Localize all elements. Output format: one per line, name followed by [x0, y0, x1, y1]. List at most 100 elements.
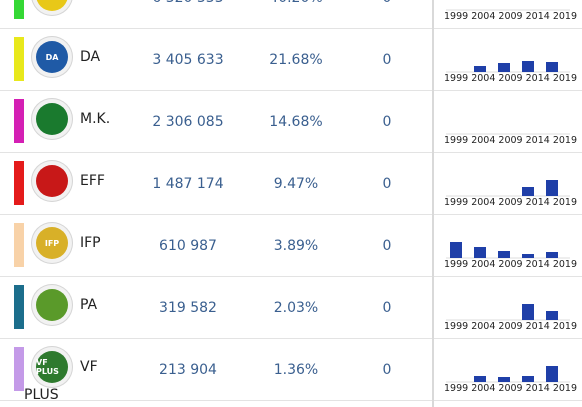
votes-value: 3 405 633: [152, 52, 224, 68]
party-logo-emblem: IFP: [36, 227, 68, 259]
year-label: 1999: [444, 135, 472, 146]
percentage-value: 40.20%: [258, 0, 334, 6]
history-year-labels: 1999 2004 2009 2014 2019: [444, 321, 577, 332]
history-sparkline: [446, 9, 570, 11]
history-bar-2004: [474, 376, 486, 382]
seats-value: 0: [382, 362, 392, 378]
history-year-labels: 1999 2004 2009 2014 2019: [444, 73, 577, 84]
history-sparkline: [446, 366, 570, 383]
seats-value: 0: [382, 238, 392, 254]
party-logo-emblem: [36, 289, 68, 321]
party-logo: DA: [31, 36, 73, 78]
party-color-bar: [14, 37, 24, 81]
year-label: 2004: [471, 259, 499, 270]
percentage-value: 2.03%: [273, 300, 319, 316]
history-sparkline: [446, 180, 570, 197]
year-label: 2014: [525, 11, 553, 22]
year-label: 1999: [444, 11, 472, 22]
history-bar-2019: [546, 311, 558, 320]
history-bar-2019: [546, 180, 558, 196]
history-year-labels: 1999 2004 2009 2014 2019: [444, 135, 577, 146]
votes-value: 213 904: [159, 362, 217, 378]
party-logo-emblem: DA: [36, 41, 68, 73]
year-label: 2009: [498, 259, 526, 270]
party-name-line2: PLUS: [24, 387, 59, 403]
year-label: 2019: [552, 73, 577, 84]
votes-value: 319 582: [159, 300, 217, 316]
year-label: 2014: [525, 321, 553, 332]
history-bar-2009: [498, 377, 510, 382]
party-name[interactable]: M.K.: [80, 111, 111, 127]
year-label: 1999: [444, 321, 472, 332]
party-logo: [31, 160, 73, 202]
party-logo: [31, 98, 73, 140]
seats-value: 0: [372, 0, 402, 6]
year-label: 2019: [552, 383, 577, 394]
year-label: 2004: [471, 11, 499, 22]
year-label: 2009: [498, 197, 526, 208]
party-color-bar: [14, 347, 24, 391]
seats-value: 0: [382, 176, 392, 192]
history-bar-2014: [522, 187, 534, 196]
history-bar-2014: [522, 254, 534, 258]
history-year-labels: 1999 2004 2009 2014 2019: [444, 259, 577, 270]
votes-value: 1 487 174: [152, 176, 224, 192]
party-logo: [31, 0, 73, 16]
column-divider: [432, 0, 434, 407]
party-row[interactable]: IFP IFP 610 987 3.89% 0 1999 2004 2009 2014 2…: [0, 214, 582, 277]
history-bar-2014: [522, 61, 534, 72]
year-label: 2014: [525, 73, 553, 84]
year-label: 2004: [471, 197, 499, 208]
history-sparkline: [446, 133, 570, 135]
party-logo-emblem: [36, 165, 68, 197]
year-label: 2019: [552, 259, 577, 270]
party-row[interactable]: VF PLUS VF PLUS 213 904 1.36% 0 1999 2004 2009…: [0, 338, 582, 403]
year-label: 2009: [498, 11, 526, 22]
party-name[interactable]: IFP: [80, 235, 101, 251]
history-bar-2009: [498, 251, 510, 258]
party-logo: VF PLUS: [31, 346, 73, 388]
history-bar-2004: [474, 66, 486, 72]
party-row[interactable]: EFF 1 487 174 9.47% 0 1999 2004 2009 2014 20…: [0, 152, 582, 215]
seats-value: 0: [382, 114, 392, 130]
party-color-bar: [14, 0, 24, 19]
votes-value: 2 306 085: [152, 114, 224, 130]
year-label: 2014: [525, 135, 553, 146]
party-row[interactable]: DA DA 3 405 633 21.68% 0 1999 2004 2009 2014 …: [0, 28, 582, 91]
votes-value: 610 987: [159, 238, 217, 254]
history-bar-2014: [522, 304, 534, 320]
party-row[interactable]: 6 320 333 40.20% 0 1999 2004 2009 2014 2019: [0, 0, 582, 29]
history-bar-2019: [546, 366, 558, 382]
year-label: 1999: [444, 383, 472, 394]
history-sparkline: [446, 242, 570, 259]
percentage-value: 3.89%: [273, 238, 319, 254]
history-sparkline: [446, 304, 570, 321]
party-color-bar: [14, 223, 24, 267]
year-label: 2004: [471, 73, 499, 84]
history-year-labels: 1999 2004 2009 2014 2019: [444, 197, 577, 208]
history-year-labels: 1999 2004 2009 2014 2019: [444, 11, 577, 22]
year-label: 2014: [525, 259, 553, 270]
seats-value: 0: [382, 300, 392, 316]
year-label: 2009: [498, 321, 526, 332]
party-row[interactable]: M.K. 2 306 085 14.68% 0 1999 2004 2009 2014 …: [0, 90, 582, 153]
party-logo: [31, 284, 73, 326]
party-row[interactable]: PA 319 582 2.03% 0 1999 2004 2009 2014 2019: [0, 276, 582, 339]
party-color-bar: [14, 99, 24, 143]
percentage-value: 1.36%: [273, 362, 319, 378]
history-bar-2019: [546, 62, 558, 72]
percentage-value: 9.47%: [273, 176, 319, 192]
year-label: 2019: [552, 197, 577, 208]
history-bar-2009: [498, 63, 510, 72]
party-name[interactable]: EFF: [80, 173, 105, 189]
year-label: 2004: [471, 135, 499, 146]
party-name[interactable]: DA: [80, 49, 101, 65]
party-name[interactable]: PA: [80, 297, 98, 313]
seats-value: 0: [382, 52, 392, 68]
party-logo-emblem: VF PLUS: [36, 351, 68, 383]
party-name[interactable]: VF PLUS: [24, 359, 98, 403]
year-label: 2019: [552, 135, 577, 146]
percentage-value: 14.68%: [269, 114, 323, 130]
year-label: 2019: [552, 11, 577, 22]
year-label: 2004: [471, 321, 499, 332]
